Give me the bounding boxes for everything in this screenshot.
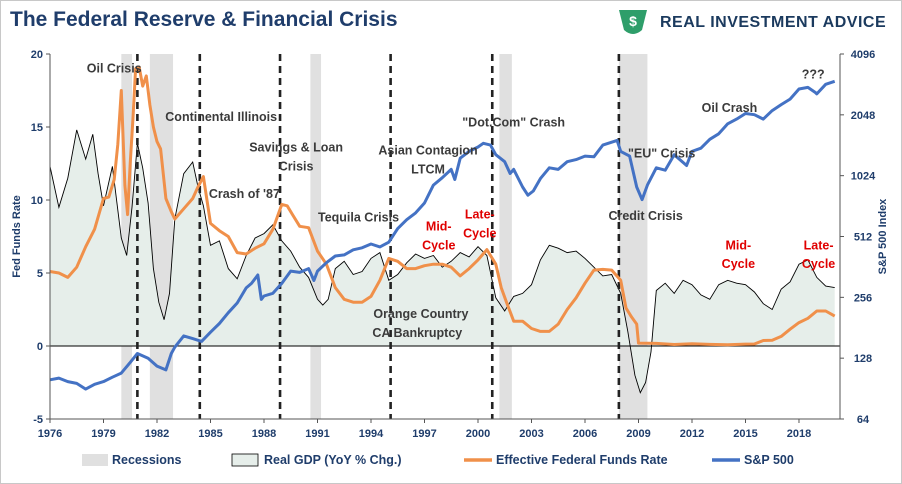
annotation-label: Continental Illinois: [165, 110, 277, 124]
legend-swatch-gdp: [231, 453, 259, 467]
sp500-line: [49, 79, 836, 391]
y-right-tick-label: 64: [857, 414, 870, 426]
annotation-label: Mid-: [726, 238, 752, 252]
x-tick-label: 2009: [626, 428, 650, 440]
x-tick-label: 1997: [412, 428, 436, 440]
x-tick-label: 2000: [466, 428, 490, 440]
y-left-tick-label: 20: [31, 49, 43, 61]
x-tick-label: 2006: [573, 428, 597, 440]
annotation-label: Oil Crash: [702, 101, 758, 115]
y-left-tick-label: 10: [31, 195, 43, 207]
y-left-tick-label: 0: [37, 341, 43, 353]
recession-band: [121, 54, 133, 419]
x-tick-label: 1988: [252, 428, 276, 440]
y-right-tick-label: 128: [854, 353, 872, 365]
annotation-label: ???: [802, 67, 825, 81]
legend-swatch-recessions: [82, 454, 108, 466]
annotations: Oil Crisis Continental Illinois Savings & …: [87, 62, 836, 340]
y-right-tick-label: 4096: [851, 49, 875, 61]
legend-label-gdp: Real GDP (YoY % Chg.): [264, 453, 402, 467]
x-tick-label: 1979: [91, 428, 115, 440]
annotation-label: Oil Crisis: [87, 62, 142, 76]
x-tick-label: 1976: [38, 428, 62, 440]
annotation-label: Cycle: [722, 257, 755, 271]
annotation-label: Crisis: [279, 159, 314, 173]
brand-name: REAL INVESTMENT ADVICE: [660, 14, 887, 31]
legend: Recessions Real GDP (YoY % Chg.) Effective…: [82, 453, 794, 467]
crisis-lines: [136, 54, 621, 419]
recession-band: [310, 54, 322, 419]
fed-funds-rate-line: [49, 65, 836, 347]
gdp-area-fill: [50, 129, 835, 393]
fed-funds-line: [49, 65, 836, 347]
x-tick-label: 2015: [733, 428, 757, 440]
annotation-label: Cycle: [422, 238, 455, 252]
annotation-label: Cycle: [802, 257, 835, 271]
annotation-label: LTCM: [411, 162, 445, 176]
x-tick-label: 1991: [305, 428, 329, 440]
svg-text:$: $: [629, 13, 637, 29]
y-left-tick-label: 15: [31, 122, 43, 134]
gdp-area: [49, 129, 835, 394]
y-right-tick-label: 256: [854, 292, 872, 304]
y-left-tick-label: -5: [33, 414, 43, 426]
annotation-label: Orange Country: [373, 307, 468, 321]
recession-band: [499, 54, 512, 419]
legend-label-recessions: Recessions: [112, 453, 182, 467]
gdp-area-outline: [49, 129, 835, 394]
y-left-tick-label: 5: [37, 268, 43, 280]
y-right-tick-label: 2048: [851, 110, 875, 122]
legend-label-ffr: Effective Federal Funds Rate: [496, 453, 668, 467]
annotation-label: Cycle: [463, 227, 496, 241]
axes: -5 0 5 10 15 20 64 128 256 512 1024 2048 4096 1976 197…: [11, 49, 889, 440]
y-right-axis-label: S&P 500 Index: [877, 198, 889, 274]
x-tick-label: 1982: [145, 428, 169, 440]
annotation-label: Asian Contagion: [378, 143, 477, 157]
annotation-label: "Dot.Com" Crash: [462, 116, 565, 130]
annotation-label: Crash of '87: [209, 187, 280, 201]
annotation-label: Savings & Loan: [249, 140, 343, 154]
annotation-label: Mid-: [426, 219, 452, 233]
annotation-label: Late-: [804, 238, 834, 252]
annotation-label: "EU" Crisis: [628, 146, 695, 160]
annotation-label: Late-: [465, 208, 495, 222]
legend-label-sp500: S&P 500: [744, 453, 794, 467]
chart-title: The Federal Reserve & Financial Crisis: [10, 8, 398, 31]
dollar-icon: $: [619, 10, 647, 34]
x-tick-label: 2018: [787, 428, 811, 440]
x-tick-label: 1994: [359, 428, 384, 440]
x-tick-label: 1985: [198, 428, 222, 440]
y-right-tick-label: 1024: [851, 171, 876, 183]
sp500-index-line: [49, 79, 836, 391]
y-left-axis-label: Fed Funds Rate: [11, 195, 23, 278]
x-tick-label: 2003: [519, 428, 543, 440]
x-tick-label: 2012: [680, 428, 704, 440]
annotation-label: CA Bankruptcy: [372, 326, 462, 340]
y-right-tick-label: 512: [854, 232, 872, 244]
annotation-label: Credit Crisis: [608, 209, 682, 223]
annotation-label: Tequila Crisis: [318, 211, 399, 225]
